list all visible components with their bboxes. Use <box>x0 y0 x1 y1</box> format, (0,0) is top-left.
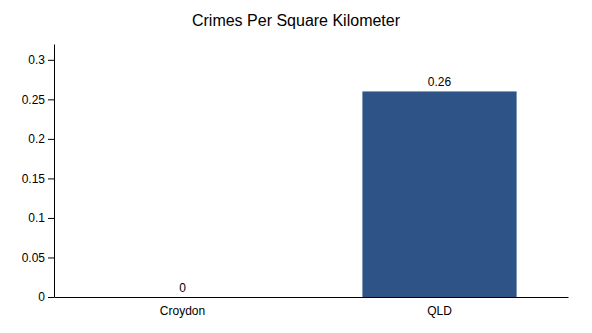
y-tick-mark <box>48 218 54 219</box>
y-tick-mark <box>48 297 54 298</box>
y-tick: 0.1 <box>28 211 54 225</box>
y-tick-label: 0.1 <box>28 211 45 225</box>
y-tick: 0 <box>38 290 54 304</box>
y-axis-line <box>54 45 55 298</box>
data-labels: 00.26 <box>179 75 451 295</box>
y-tick-label: 0.2 <box>28 132 45 146</box>
x-tick-label: Croydon <box>160 304 205 318</box>
x-axis: Croydon QLD <box>55 298 569 318</box>
y-axis: 0 0.05 0.1 0.15 0.2 0.25 0.3 <box>22 45 55 305</box>
plot: 00.050.10.150.20.250.3CroydonQLD00.26 <box>22 45 569 318</box>
y-tick-mark <box>48 257 54 258</box>
y-tick: 0.3 <box>28 53 54 67</box>
x-tick-label: QLD <box>427 304 452 318</box>
y-tick: 0.25 <box>22 93 54 107</box>
y-tick-label: 0.25 <box>22 93 46 107</box>
title: Crimes Per Square Kilometer <box>192 12 401 29</box>
bar <box>105 297 259 298</box>
bar <box>362 91 516 297</box>
bars <box>362 91 516 297</box>
chart: Crimes Per Square Kilometer00.050.10.150… <box>0 0 592 333</box>
data-label: 0 <box>179 281 186 295</box>
y-tick-mark <box>48 60 54 61</box>
x-tick: QLD <box>427 304 452 318</box>
y-tick: 0.05 <box>22 251 54 265</box>
y-tick-label: 0.15 <box>22 172 46 186</box>
y-tick-label: 0 <box>38 290 45 304</box>
x-axis-line <box>55 297 569 298</box>
y-tick: 0.15 <box>22 172 54 186</box>
x-tick: Croydon <box>160 304 205 318</box>
y-tick: 0.2 <box>28 132 54 146</box>
y-tick-label: 0.3 <box>28 53 45 67</box>
y-tick-mark <box>48 178 54 179</box>
y-tick-mark <box>48 99 54 100</box>
data-label: 0.26 <box>428 75 452 89</box>
y-tick-mark <box>48 139 54 140</box>
y-tick-label: 0.05 <box>22 251 46 265</box>
